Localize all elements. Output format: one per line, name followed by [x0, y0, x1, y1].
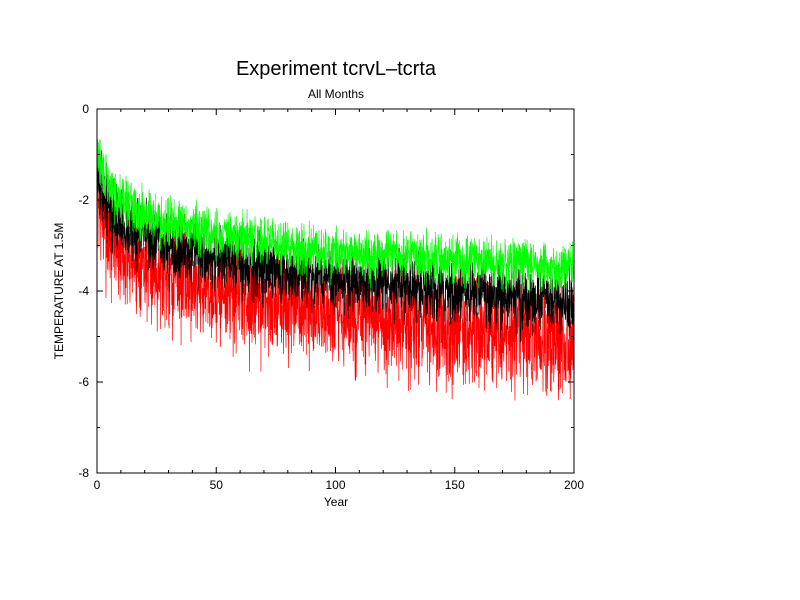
x-tick-label: 150 — [445, 478, 465, 492]
y-tick-label: 0 — [82, 102, 89, 116]
x-tick-label: 50 — [210, 478, 224, 492]
series-line-green — [96, 139, 575, 296]
y-tick-label: -2 — [78, 193, 89, 207]
x-tick-label: 0 — [94, 478, 101, 492]
y-tick-label: -6 — [78, 375, 89, 389]
x-axis-label: Year — [324, 495, 348, 509]
x-tick-label: 100 — [325, 478, 345, 492]
y-axis-label: TEMPERATURE AT 1.5M — [52, 223, 66, 360]
chart-title: Experiment tcrvL–tcrta — [236, 58, 437, 80]
x-tick-label: 200 — [564, 478, 584, 492]
axes-layer: 0 50 100 150 200 0 -2 -4 -6 -8 — [78, 102, 584, 492]
series-layer — [96, 139, 575, 401]
y-tick-label: -8 — [78, 466, 89, 480]
y-tick-label: -4 — [78, 284, 89, 298]
chart-subtitle: All Months — [308, 87, 364, 101]
